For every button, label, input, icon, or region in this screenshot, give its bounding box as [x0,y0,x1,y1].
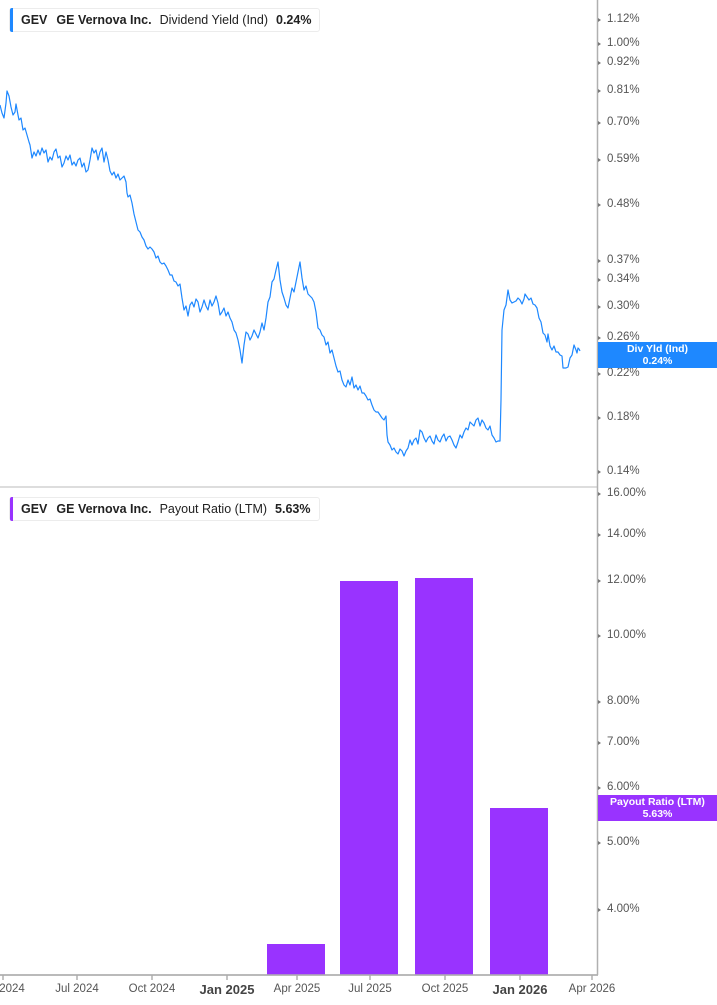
x-tick-label: Jul 2025 [348,983,392,995]
bar-apr-2025[interactable] [267,944,325,975]
y-tick-label: 4.00% [607,903,640,915]
series-color-swatch [10,8,13,32]
y-tick-label: 1.12% [607,13,640,25]
y-tick-label: 0.22% [607,367,640,379]
x-tick-label: 2024 [0,983,25,995]
x-tick-label: Apr 2026 [568,983,616,995]
y-tick-label: 0.34% [607,273,640,285]
legend-metric: Dividend Yield (Ind) [159,13,268,27]
bar-oct-2025[interactable] [415,578,473,975]
legend-value: 5.63% [275,502,311,516]
flag-value: 0.24% [642,355,673,367]
flag-label: Div Yld (Ind) [626,343,689,355]
bottom-y-ticks [598,492,601,912]
y-tick-label: 0.18% [607,411,640,423]
y-tick-label: 0.37% [607,254,640,266]
y-tick-label: 8.00% [607,695,640,707]
x-tick-label: Oct 2024 [128,983,176,995]
top-y-ticks [598,18,601,474]
y-tick-label: 0.14% [607,465,640,477]
x-tick-label: Oct 2025 [421,983,469,995]
y-tick-label: 0.59% [607,153,640,165]
x-tick-label: Jan 2026 [492,982,548,997]
x-tick-label: Jan 2025 [199,982,255,997]
y-tick-label: 12.00% [607,574,647,586]
y-tick-label: 0.81% [607,84,640,96]
bar-jan-2026[interactable] [490,808,548,975]
legend-metric: Payout Ratio (LTM) [159,502,268,516]
y-tick-label: 6.00% [607,781,640,793]
flag-value: 5.63% [642,808,673,820]
legend-ticker: GEV [21,13,48,27]
dividend-yield-legend[interactable]: GEV GE Vernova Inc. Dividend Yield (Ind)… [9,8,321,32]
bar-jul-2025[interactable] [340,581,398,975]
x-tick-label: Jul 2024 [55,983,99,995]
y-tick-label: 0.70% [607,116,640,128]
y-tick-label: 0.48% [607,198,640,210]
y-tick-label: 0.30% [607,300,640,312]
flag-label: Payout Ratio (LTM) [610,796,705,808]
series-color-swatch [10,497,13,521]
y-tick-label: 14.00% [607,528,647,540]
y-tick-label: 16.00% [607,487,647,499]
y-tick-label: 10.00% [607,629,647,641]
x-tick-label: Apr 2025 [273,983,321,995]
dividend-yield-flag: Div Yld (Ind) 0.24% [598,342,717,368]
payout-ratio-legend[interactable]: GEV GE Vernova Inc. Payout Ratio (LTM) 5… [9,497,320,521]
legend-company: GE Vernova Inc. [56,13,152,27]
legend-company: GE Vernova Inc. [56,502,152,516]
y-tick-label: 0.92% [607,56,640,68]
y-tick-label: 5.00% [607,836,640,848]
legend-ticker: GEV [21,502,48,516]
y-tick-label: 0.26% [607,331,640,343]
legend-value: 0.24% [276,13,312,27]
y-tick-label: 7.00% [607,736,640,748]
x-axis-ticks [2,975,593,980]
payout-ratio-flag: Payout Ratio (LTM) 5.63% [598,795,717,821]
y-tick-label: 1.00% [607,37,640,49]
dividend-yield-line [0,90,581,457]
